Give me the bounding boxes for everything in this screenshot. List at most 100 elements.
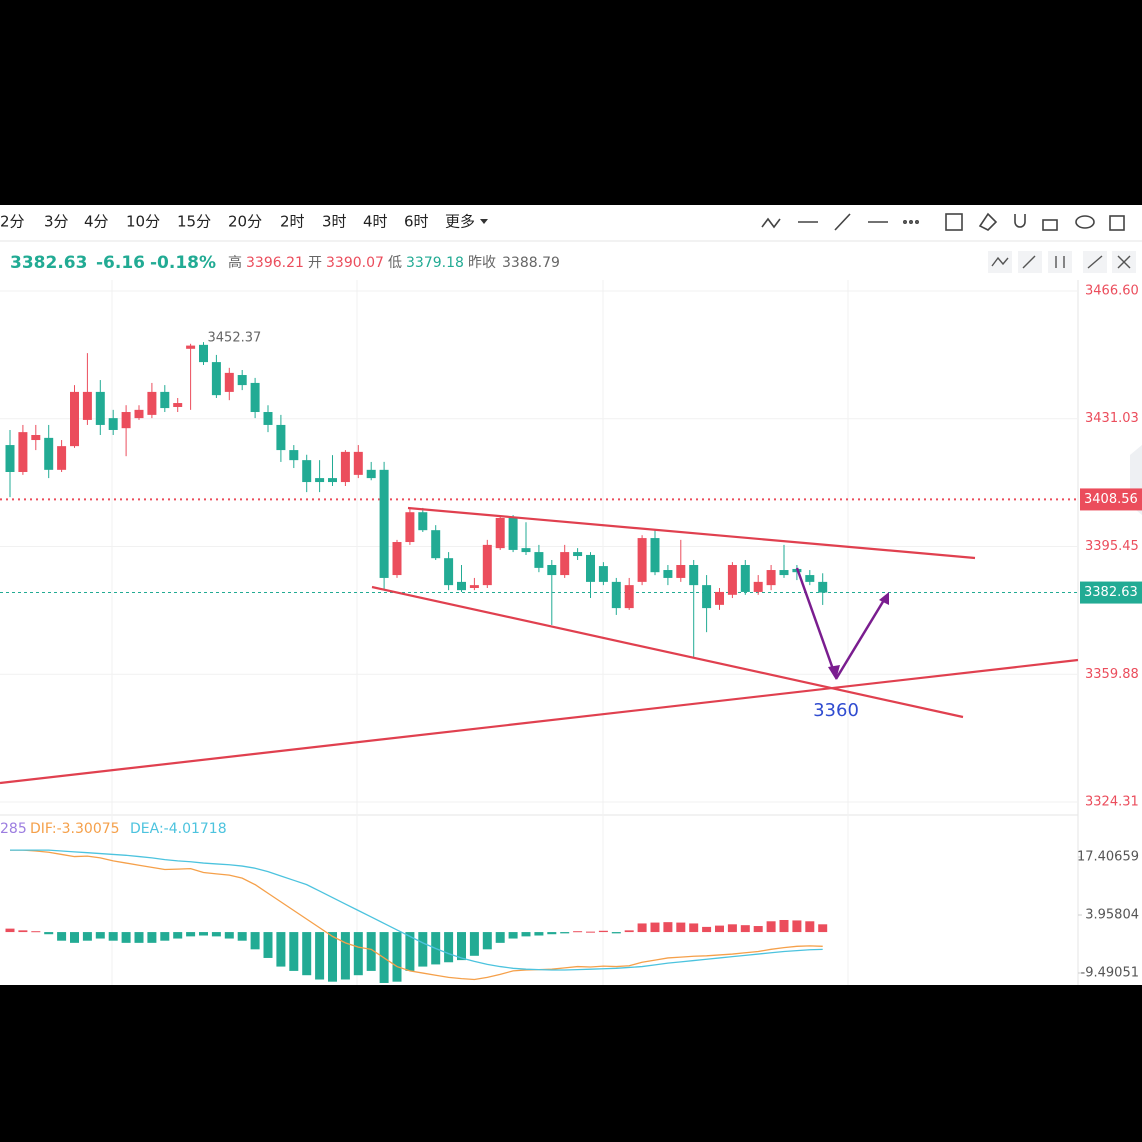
candle-body (469, 585, 479, 588)
candle-body (211, 362, 221, 396)
interval-button[interactable]: 3分 (44, 213, 69, 231)
macd-bar (766, 921, 776, 933)
macd-bar (276, 932, 286, 967)
drawing-tools[interactable] (761, 212, 1125, 231)
macd-bar (560, 932, 570, 934)
price-tag (1080, 581, 1142, 604)
macd-bar (495, 932, 505, 943)
macd-bar (547, 932, 557, 935)
candle-body (237, 375, 247, 386)
interval-button[interactable]: 3时 (322, 213, 347, 231)
interval-button[interactable]: 20分 (228, 213, 262, 231)
chart-controls[interactable] (988, 251, 1136, 273)
candle-body (57, 446, 67, 470)
macd-bar (715, 925, 724, 933)
y-tick-label: 3395.45 (1085, 539, 1139, 554)
candle-body (753, 581, 763, 592)
candle-body (779, 570, 789, 576)
y-tick-label: 17.40659 (1077, 849, 1139, 864)
legend-entry: DIF:-3.30075 (30, 821, 120, 837)
macd-bar (624, 930, 634, 933)
interval-button[interactable]: 2时 (280, 213, 305, 231)
interval-button[interactable]: 更多 (445, 213, 475, 231)
interval-button[interactable]: 10分 (126, 213, 160, 231)
macd-bar (353, 932, 363, 976)
macd-bar (160, 932, 170, 941)
target-label: 3360 (813, 700, 859, 721)
macd-bar (676, 922, 686, 933)
macd-bar (586, 931, 595, 933)
change: -6.16 (96, 253, 145, 273)
macd-bar (224, 932, 234, 939)
macd-bar (753, 926, 763, 933)
macd-bar (818, 924, 828, 933)
macd-bar (392, 932, 402, 982)
macd-bar (302, 932, 312, 976)
low-label: 低 (388, 255, 402, 271)
macd-bar (444, 932, 454, 963)
y-tick-label: -9.49051 (1081, 966, 1139, 981)
macd-bar (121, 932, 131, 943)
candle-body (328, 478, 337, 483)
prev-close-label: 昨收 (468, 255, 496, 271)
open-label: 开 (308, 255, 322, 271)
candle-body (457, 581, 466, 591)
more-caret (480, 219, 488, 224)
candle-body (702, 585, 712, 609)
forecast-arrows (795, 567, 889, 680)
interval-button[interactable]: 4时 (363, 213, 388, 231)
y-tick-label: 3359.88 (1085, 667, 1139, 682)
candle-body (379, 469, 389, 578)
y-tick-label: 3466.60 (1085, 283, 1139, 298)
interval-button[interactable]: 2分 (0, 213, 25, 231)
candle-body (521, 548, 531, 553)
macd-bar (457, 932, 466, 961)
macd-bar (340, 932, 350, 980)
candle-body (727, 565, 737, 595)
open-value: 3390.07 (326, 255, 384, 271)
macd-bar (263, 932, 273, 958)
candle-body (44, 437, 54, 470)
candle-body (353, 451, 363, 475)
candle-body (173, 403, 183, 407)
interval-button[interactable]: 6时 (404, 213, 429, 231)
macd-line (10, 849, 823, 981)
candle-body (5, 445, 15, 472)
price-tag-label: 3408.56 (1084, 492, 1138, 507)
candle-body (611, 581, 621, 609)
candle-body (250, 382, 260, 413)
candle-body (431, 530, 441, 559)
candle-body (276, 424, 286, 451)
candle-body (650, 538, 660, 573)
price-tag (1080, 488, 1142, 511)
high-label: 高 (228, 254, 242, 271)
macd-bar (315, 932, 325, 980)
candle-body (495, 517, 505, 549)
macd-bar (469, 932, 479, 956)
candle-body (508, 517, 518, 550)
macd-bar (186, 932, 196, 937)
candle-body (315, 478, 325, 483)
interval-button[interactable]: 15分 (177, 213, 211, 231)
macd-bar (689, 923, 699, 933)
candle-body (289, 450, 299, 461)
macd-bar (5, 928, 15, 933)
macd-bar (108, 932, 118, 941)
macd-bar (366, 932, 376, 971)
interval-button[interactable]: 4分 (84, 213, 109, 231)
macd-bar (650, 922, 660, 933)
macd-bar (237, 932, 247, 941)
candle-body (444, 558, 454, 586)
macd-bar (779, 919, 789, 933)
macd-bar (740, 925, 750, 933)
candle-body (534, 552, 544, 568)
macd-bar (418, 932, 428, 967)
candle-body (689, 565, 699, 586)
candle-body (586, 554, 595, 582)
macd-bar (173, 932, 183, 939)
macd-bar (727, 924, 737, 933)
candle-body (598, 566, 608, 582)
macd-bar (508, 932, 518, 939)
candle-body (199, 344, 208, 363)
